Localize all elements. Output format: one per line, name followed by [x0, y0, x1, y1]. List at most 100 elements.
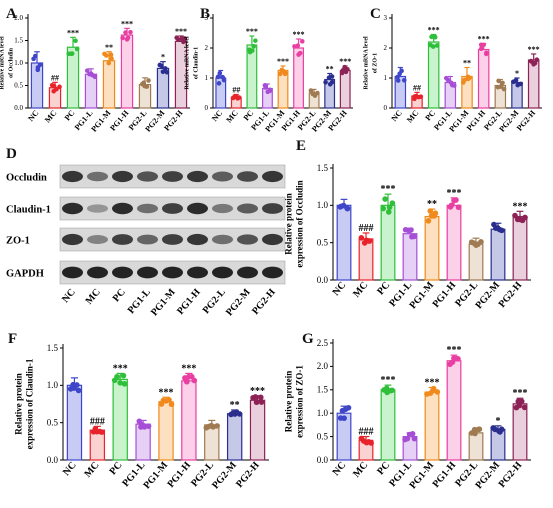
- data-point: [74, 382, 80, 388]
- data-point: [125, 35, 131, 41]
- x-tick-label: PG2-M: [210, 459, 239, 491]
- y-tick-label: 0.0: [47, 455, 59, 465]
- x-tick-label: NC: [26, 108, 40, 123]
- x-tick-label: MC: [351, 460, 370, 480]
- x-tick-label: NC: [331, 460, 349, 478]
- blot-lane-label: NC: [60, 287, 78, 305]
- data-point: [395, 74, 400, 80]
- data-point: [404, 435, 411, 442]
- y-tick-label: 1.5: [14, 37, 23, 45]
- y-tick-label: 3: [384, 14, 388, 22]
- data-point: [498, 84, 504, 89]
- significance-mark: *: [515, 69, 519, 78]
- bar: [402, 233, 418, 281]
- significance-mark: **: [427, 199, 437, 210]
- blot-band: [262, 233, 283, 246]
- blot-row-label: Claudin-1: [6, 205, 51, 216]
- y-axis-label: Relative mRNA level: [0, 36, 6, 90]
- significance-mark: ***: [447, 188, 462, 199]
- bar: [446, 360, 462, 461]
- data-point: [516, 402, 523, 409]
- blot-row-label: GAPDH: [6, 269, 44, 280]
- data-point: [217, 70, 223, 76]
- significance-mark: ***: [478, 35, 490, 44]
- bar: [66, 46, 80, 109]
- data-point: [106, 60, 112, 66]
- significance-mark: ***: [250, 386, 265, 397]
- data-point: [145, 423, 152, 429]
- bar: [135, 423, 151, 461]
- data-point: [455, 356, 461, 362]
- significance-mark: ###: [359, 427, 374, 438]
- blot-band: [112, 234, 133, 245]
- data-point: [481, 42, 486, 48]
- chart-panel-e: E 0.0 0.5 1.0 1.5 Relative protein expression …: [284, 138, 531, 311]
- data-point: [121, 381, 128, 387]
- bar: [424, 391, 440, 461]
- data-point: [315, 90, 320, 96]
- data-point: [432, 210, 439, 217]
- data-point: [120, 372, 127, 379]
- data-point: [92, 74, 98, 80]
- x-tick-label: PG2-H: [497, 280, 525, 310]
- data-point: [430, 44, 436, 49]
- data-point: [258, 399, 265, 405]
- bar: [226, 413, 243, 461]
- data-point: [104, 53, 109, 58]
- blot-lane-label: PG1-H: [175, 287, 203, 317]
- data-point: [368, 440, 374, 446]
- panel-label: G: [302, 331, 314, 347]
- x-tick-label: PG1-H: [165, 460, 193, 490]
- data-point: [418, 94, 424, 99]
- significance-mark: ***: [121, 19, 133, 28]
- data-point: [128, 29, 133, 35]
- data-point: [478, 46, 484, 51]
- blot-lane-label: PG1-M: [149, 286, 178, 318]
- bar: [158, 401, 174, 461]
- data-point: [341, 415, 347, 422]
- data-point: [498, 426, 505, 433]
- data-point: [345, 404, 352, 411]
- bar: [490, 228, 506, 281]
- data-point: [282, 71, 288, 77]
- x-tick-label: PG2-H: [497, 460, 525, 490]
- bar: [120, 34, 134, 109]
- y-tick-label: 1.5: [317, 385, 329, 395]
- data-point: [432, 34, 438, 40]
- x-tick-label: PG1-M: [408, 459, 437, 491]
- x-tick-label: PG2-M: [474, 279, 503, 311]
- data-point: [216, 81, 222, 86]
- y-tick-label: 2: [384, 44, 388, 52]
- data-point: [434, 389, 441, 395]
- data-point: [221, 77, 227, 83]
- blot-band: [62, 233, 83, 246]
- x-tick-label: NC: [210, 108, 224, 123]
- blot-band: [187, 266, 208, 279]
- significance-mark: ##: [51, 73, 59, 82]
- significance-mark: ***: [428, 26, 440, 35]
- significance-mark: ***: [277, 57, 289, 66]
- y-tick-label: 0.5: [47, 417, 59, 427]
- data-point: [408, 227, 414, 233]
- data-point: [451, 83, 457, 88]
- data-point: [74, 46, 80, 52]
- blot-band: [162, 203, 183, 214]
- panel-label: A: [6, 6, 17, 22]
- bar: [468, 432, 484, 461]
- y-tick-label: 0.5: [317, 431, 329, 441]
- significance-mark: **: [230, 400, 240, 411]
- data-point: [168, 401, 175, 408]
- bar: [293, 47, 304, 109]
- data-point: [429, 34, 434, 40]
- x-tick-label: PC: [63, 108, 77, 122]
- y-tick-label: 1.0: [317, 200, 329, 210]
- x-tick-label: MC: [405, 108, 421, 124]
- bar: [181, 380, 197, 461]
- data-point: [467, 75, 472, 81]
- data-point: [166, 397, 172, 403]
- data-point: [37, 62, 43, 67]
- y-axis-label: expression of ZO-1: [295, 365, 305, 438]
- blot-band: [237, 234, 258, 245]
